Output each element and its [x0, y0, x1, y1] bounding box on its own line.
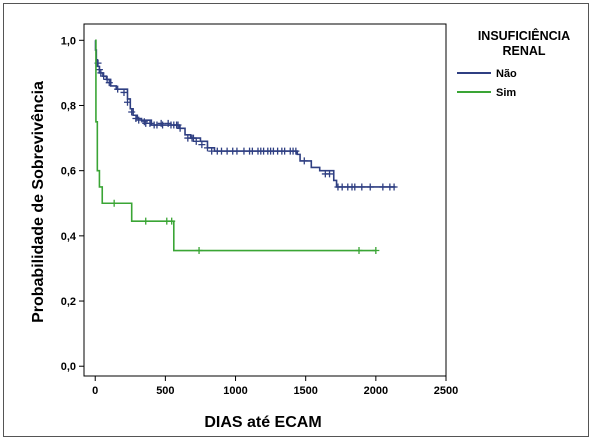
- survival-curve-sim: [95, 39, 376, 252]
- legend-label-nao: Não: [496, 68, 517, 80]
- x-tick-label: 1000: [223, 385, 247, 397]
- series-sim: [95, 39, 380, 255]
- censor-mark: [292, 147, 300, 155]
- plot-border: [83, 23, 447, 377]
- y-tick-label: 0,2: [61, 296, 76, 308]
- censor-mark: [233, 147, 241, 155]
- survival-curve-nao: [94, 39, 396, 188]
- censor-mark: [146, 119, 154, 127]
- censor-mark: [366, 183, 374, 191]
- censor-mark: [176, 124, 184, 132]
- legend-title-line-2: RENAL: [502, 44, 545, 58]
- censor-mark: [123, 98, 131, 106]
- x-tick-label: 500: [156, 385, 174, 397]
- y-tick-label: 0,4: [61, 231, 77, 243]
- x-tick-label: 0: [92, 385, 98, 397]
- censor-mark: [100, 72, 108, 80]
- censor-mark: [372, 247, 380, 255]
- censor-mark: [192, 137, 200, 145]
- x-tick-label: 2000: [364, 385, 388, 397]
- censor-mark: [326, 170, 334, 178]
- y-tick-label: 0,6: [61, 166, 76, 178]
- censor-mark: [358, 183, 366, 191]
- censor-mark: [135, 116, 143, 124]
- censor-mark: [95, 66, 103, 74]
- censor-mark: [300, 157, 308, 165]
- censor-mark: [120, 88, 128, 96]
- axes-layer: 0 500 1000 1500 2000 2500 0,0 0,2 0,4 0,6 0,8 1,0: [61, 23, 458, 397]
- censor-mark: [203, 144, 211, 152]
- legend: INSUFICIÊNCIA RENAL Não Sim: [457, 28, 570, 99]
- censor-mark: [157, 119, 165, 127]
- chart-frame: [3, 3, 589, 437]
- legend-label-sim: Sim: [496, 87, 516, 99]
- censor-mark: [379, 183, 387, 191]
- y-tick-label: 0,8: [61, 100, 76, 112]
- censor-mark: [195, 247, 203, 255]
- y-axis-title: Probabilidade de Sobrevivência: [30, 81, 47, 323]
- y-tick-label: 0,0: [61, 361, 76, 373]
- censor-mark: [128, 108, 136, 116]
- censor-mark: [351, 183, 359, 191]
- x-tick-label: 2500: [434, 385, 458, 397]
- y-tick-label: 1,0: [61, 35, 76, 47]
- censor-mark: [105, 79, 113, 87]
- censor-mark: [110, 199, 118, 207]
- censor-mark: [355, 247, 363, 255]
- legend-title-line-1: INSUFICIÊNCIA: [478, 28, 570, 43]
- series-nao: [94, 39, 398, 191]
- series-layer: [94, 39, 398, 255]
- censor-mark: [198, 141, 206, 149]
- censor-mark: [168, 217, 176, 225]
- censor-mark: [390, 183, 398, 191]
- x-axis-title: DIAS até ECAM: [204, 414, 321, 431]
- censor-mark: [140, 118, 148, 126]
- x-tick-label: 1500: [293, 385, 317, 397]
- censor-mark: [114, 85, 122, 93]
- censor-mark: [159, 121, 167, 129]
- censor-mark: [142, 217, 150, 225]
